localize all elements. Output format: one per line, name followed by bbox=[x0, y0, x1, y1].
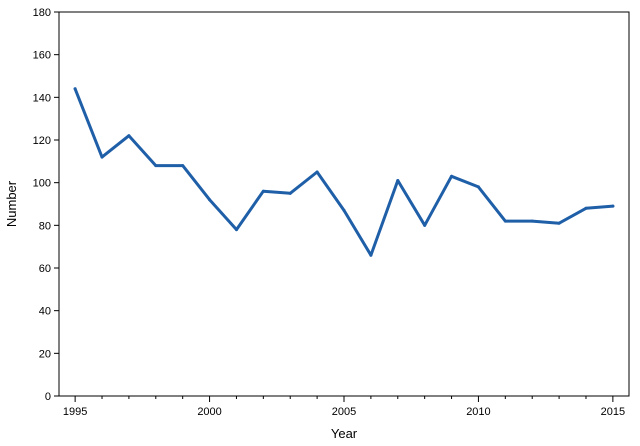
y-tick-label: 100 bbox=[33, 178, 51, 190]
plot-frame bbox=[58, 11, 630, 397]
data-point bbox=[584, 206, 588, 210]
x-tick-label: 2015 bbox=[601, 406, 625, 418]
data-point bbox=[342, 208, 346, 212]
y-tick-label: 40 bbox=[39, 306, 51, 318]
data-points bbox=[73, 87, 615, 257]
data-point bbox=[450, 174, 454, 178]
data-point bbox=[396, 179, 400, 183]
x-tick-label: 2005 bbox=[332, 406, 356, 418]
x-axis-label: Year bbox=[331, 426, 358, 441]
y-tick-label: 120 bbox=[33, 135, 51, 147]
data-point bbox=[261, 189, 265, 193]
y-tick-label: 140 bbox=[33, 92, 51, 104]
data-point bbox=[503, 219, 507, 223]
plot-area: 0 20 40 60 80 100 120 140 160 180 1995 2000 2005 201… bbox=[33, 7, 630, 418]
data-point bbox=[73, 87, 77, 91]
data-point bbox=[530, 219, 534, 223]
data-point bbox=[288, 191, 292, 195]
y-tick-label: 180 bbox=[33, 7, 51, 19]
y-tick-label: 0 bbox=[45, 391, 51, 403]
y-tick-label: 60 bbox=[39, 263, 51, 275]
data-point bbox=[369, 253, 373, 257]
data-point bbox=[476, 185, 480, 189]
data-point bbox=[208, 198, 212, 202]
data-point bbox=[100, 155, 104, 159]
x-axis: 1995 2000 2005 2010 2015 bbox=[63, 396, 625, 418]
data-point bbox=[611, 204, 615, 208]
data-point bbox=[234, 228, 238, 232]
x-tick-label: 2010 bbox=[466, 406, 490, 418]
x-tick-label: 2000 bbox=[197, 406, 221, 418]
data-point bbox=[127, 134, 131, 138]
data-point bbox=[181, 164, 185, 168]
data-point bbox=[423, 223, 427, 227]
data-point bbox=[315, 170, 319, 174]
y-tick-label: 80 bbox=[39, 220, 51, 232]
y-tick-label: 20 bbox=[39, 348, 51, 360]
x-tick-label: 1995 bbox=[63, 406, 87, 418]
series-line bbox=[73, 87, 615, 257]
y-axis: 0 20 40 60 80 100 120 140 160 180 bbox=[33, 7, 59, 403]
data-point bbox=[557, 221, 561, 225]
data-point bbox=[154, 164, 158, 168]
y-axis-label: Number bbox=[4, 180, 19, 227]
y-tick-label: 160 bbox=[33, 50, 51, 62]
